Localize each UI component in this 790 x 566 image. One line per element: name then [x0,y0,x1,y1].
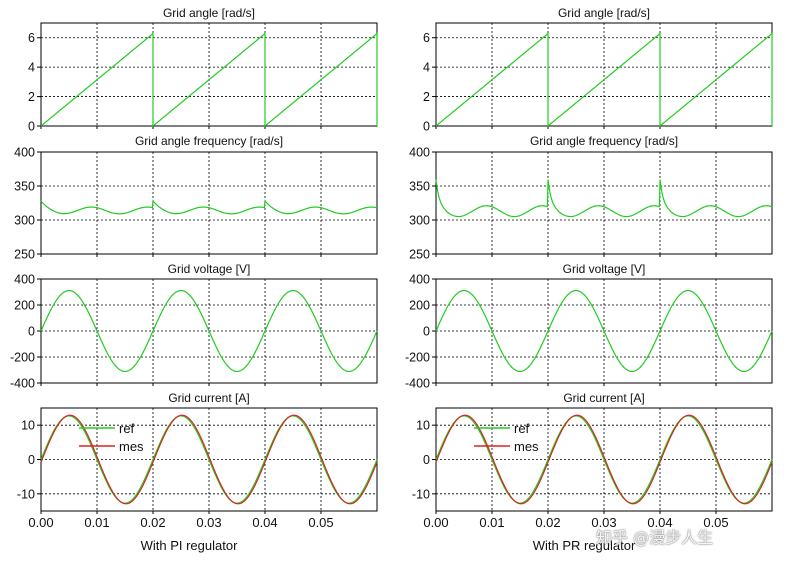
y-tick-label: 400 [409,273,430,287]
subplot-2: Grid angle frequency [rad/s] 250 300 350 400 [409,134,773,262]
x-tick-label: 0.01 [479,515,504,530]
legend-label-ref: ref [514,421,530,436]
y-tick-label: 0 [423,453,430,467]
series-line-2-0 [40,199,378,215]
y-tick-label: 200 [409,299,430,313]
subplot-title: Grid angle frequency [rad/s] [135,134,283,148]
y-tick-label: -200 [405,351,430,365]
x-tick-label: 0.04 [252,515,277,530]
legend-label-ref: ref [119,421,135,436]
subplot-title: Grid angle frequency [rad/s] [530,134,678,148]
subplot-3: Grid voltage [V] -400 -200 0 200 400 [10,262,378,391]
y-tick-label: 250 [14,248,35,262]
x-tick-label: 0.03 [591,515,616,530]
y-tick-label: 200 [14,299,35,313]
y-tick-label: 300 [14,214,35,228]
x-tick-label: 0.00 [28,515,53,530]
series-line-3-0 [40,289,378,373]
y-tick-label: 6 [28,31,35,45]
plot-frame [435,151,773,255]
series-line-mes [40,414,378,505]
series-line-ref [40,415,378,504]
y-tick-label: 2 [423,90,430,104]
subplot-title: Grid angle [rad/s] [163,6,255,20]
x-tick-label: 0.05 [703,515,728,530]
series-line-3-0 [435,289,773,373]
y-tick-label: 4 [423,61,430,75]
y-tick-label: -200 [10,351,35,365]
y-tick-label: 10 [416,419,430,433]
series-line-mes [435,414,773,505]
series-line-2-0 [435,179,773,218]
y-tick-label: 0 [28,325,35,339]
y-tick-label: 0 [28,120,35,134]
x-tick-label: 0.04 [647,515,672,530]
series-line-1-0 [40,32,378,128]
y-tick-label: 0 [28,453,35,467]
x-tick-label: 0.03 [196,515,221,530]
y-tick-label: 0 [423,120,430,134]
subplot-3: Grid voltage [V] -400 -200 0 200 400 [405,262,773,391]
subplot-title: Grid voltage [V] [168,262,251,276]
series-line-ref [435,415,773,504]
x-tick-label: 0.02 [535,515,560,530]
subplot-2: Grid angle frequency [rad/s] 250 300 350 400 [14,134,378,262]
y-tick-label: 2 [28,90,35,104]
x-tick-label: 0.05 [308,515,333,530]
plot-frame [40,151,378,255]
subplot-title: Grid angle [rad/s] [558,6,650,20]
legend-label-mes: mes [119,439,144,454]
y-tick-label: -400 [10,377,35,391]
y-tick-label: 300 [409,214,430,228]
x-tick-label: 0.00 [423,515,448,530]
subplot-4: Grid current [A] -10 0 10 ref mes 0.00 0.01 0.02… [17,391,378,553]
y-tick-label: 0 [423,325,430,339]
subplot-title: Grid voltage [V] [563,262,646,276]
y-tick-label: 6 [423,31,430,45]
chart-column-left: Grid angle [rad/s] 0 2 4 6 Grid angle frequen… [10,6,378,553]
y-tick-label: 250 [409,248,430,262]
column-label: With PR regulator [533,538,636,553]
subplot-title: Grid current [A] [563,391,644,405]
x-tick-label: 0.02 [140,515,165,530]
y-tick-label: 350 [14,180,35,194]
column-label: With PI regulator [141,538,238,553]
subplot-title: Grid current [A] [168,391,249,405]
y-tick-label: 4 [28,61,35,75]
legend: ref mes [79,421,144,454]
legend: ref mes [474,421,539,454]
x-tick-label: 0.01 [84,515,109,530]
y-tick-label: -10 [17,487,35,501]
subplot-4: Grid current [A] -10 0 10 ref mes 0.00 0.01 0.02… [412,391,773,553]
chart-column-right: Grid angle [rad/s] 0 2 4 6 Grid angle frequen… [405,6,773,553]
series-line-1-0 [435,32,773,128]
y-tick-label: 400 [14,146,35,160]
y-tick-label: 400 [14,273,35,287]
subplot-1: Grid angle [rad/s] 0 2 4 6 [28,6,378,134]
subplot-1: Grid angle [rad/s] 0 2 4 6 [423,6,773,134]
y-tick-label: 10 [21,419,35,433]
y-tick-label: -10 [412,487,430,501]
y-tick-label: 400 [409,146,430,160]
watermark-text: 知乎 @漫步人生 [596,528,714,547]
legend-label-mes: mes [514,439,539,454]
y-tick-label: -400 [405,377,430,391]
y-tick-label: 350 [409,180,430,194]
